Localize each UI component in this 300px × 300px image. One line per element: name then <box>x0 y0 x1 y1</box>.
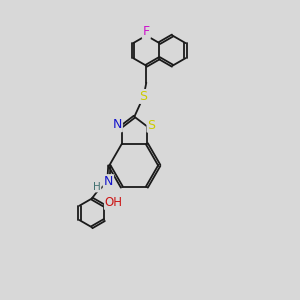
Text: S: S <box>148 119 155 132</box>
Text: N: N <box>112 118 122 131</box>
Text: F: F <box>143 25 150 38</box>
Text: N: N <box>104 175 113 188</box>
Text: OH: OH <box>105 196 123 209</box>
Text: H: H <box>93 182 101 192</box>
Text: S: S <box>140 90 148 103</box>
